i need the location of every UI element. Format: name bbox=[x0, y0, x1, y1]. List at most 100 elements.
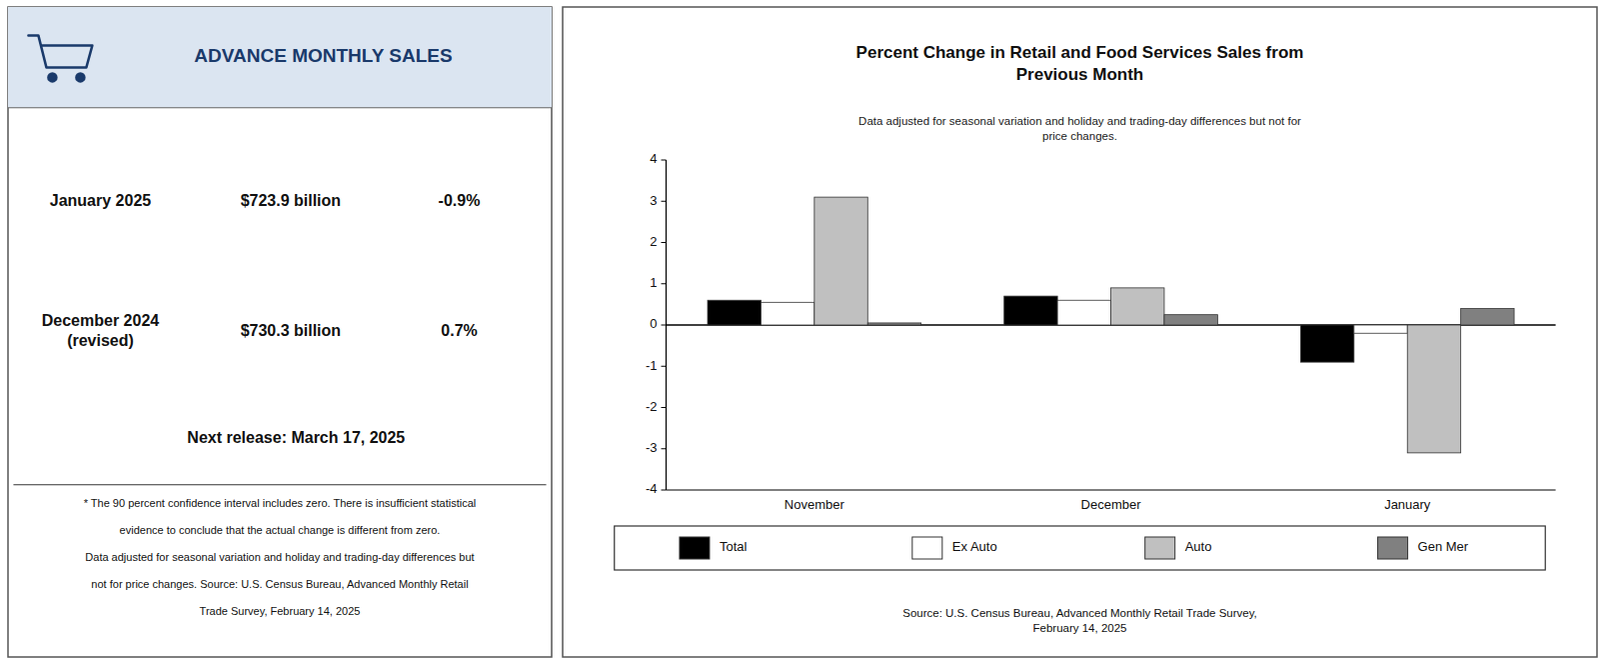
tick-mark bbox=[661, 241, 667, 243]
row-text: -0.9% bbox=[438, 191, 481, 209]
text-line: (revised) bbox=[66, 331, 134, 349]
legend-label: Ex Auto bbox=[952, 538, 998, 554]
tick-label: 4 bbox=[649, 150, 657, 166]
bar bbox=[1407, 324, 1461, 453]
category-label: November bbox=[784, 496, 846, 512]
row-text: December 2024 (revised) bbox=[41, 311, 160, 349]
tick-mark bbox=[661, 447, 667, 449]
text-line: Next release: March 17, 2025 bbox=[186, 428, 405, 446]
text-line: Ex Auto bbox=[952, 538, 998, 554]
bar bbox=[1057, 299, 1111, 325]
tick-label: 0 bbox=[649, 315, 657, 331]
tick-mark bbox=[661, 159, 667, 161]
tick-mark bbox=[661, 324, 667, 326]
bar bbox=[1004, 295, 1058, 325]
text-line: Source: U.S. Census Bureau, Advanced Mon… bbox=[902, 606, 1258, 619]
cart-wheel bbox=[47, 72, 56, 81]
tick-label: -2 bbox=[645, 398, 658, 414]
bar bbox=[867, 322, 921, 325]
text-line: 0 bbox=[649, 315, 657, 331]
bar bbox=[1461, 308, 1515, 326]
next-release: Next release: March 17, 2025 bbox=[186, 428, 405, 446]
row-text: January 2025 bbox=[49, 191, 152, 209]
tick-label: 3 bbox=[649, 192, 657, 208]
text-line: Percent Change in Retail and Food Servic… bbox=[856, 42, 1305, 62]
panel-border bbox=[562, 6, 1598, 657]
text-line: * The 90 percent confidence interval inc… bbox=[83, 496, 477, 509]
row-text: $723.9 billion bbox=[240, 191, 341, 209]
header-rule bbox=[7, 106, 552, 108]
text-line: 0.7% bbox=[440, 321, 477, 339]
row-text: $730.3 billion bbox=[240, 321, 341, 339]
tick-label: -3 bbox=[645, 439, 658, 455]
text-line: evidence to conclude that the actual cha… bbox=[119, 523, 441, 536]
footnote: Data adjusted for seasonal variation and… bbox=[84, 550, 474, 563]
text-line: Data adjusted for seasonal variation and… bbox=[858, 114, 1302, 127]
bar bbox=[760, 301, 814, 325]
footnote: not for price changes. Source: U.S. Cens… bbox=[90, 577, 468, 590]
text-line: December 2024 bbox=[41, 311, 160, 329]
tick-label: 1 bbox=[649, 274, 657, 290]
footnote: * The 90 percent confidence interval inc… bbox=[83, 496, 477, 509]
bars bbox=[707, 196, 1515, 453]
text-line: -3 bbox=[645, 439, 658, 455]
text-line: $730.3 billion bbox=[240, 321, 341, 339]
text-line: 1 bbox=[649, 274, 657, 290]
legend-swatch bbox=[679, 536, 710, 559]
cart-body bbox=[27, 34, 92, 67]
text-line: November bbox=[784, 496, 846, 512]
category-label: January bbox=[1384, 496, 1432, 512]
tick-mark bbox=[661, 200, 667, 202]
text-line: not for price changes. Source: U.S. Cens… bbox=[90, 577, 468, 590]
text-line: January bbox=[1384, 496, 1432, 512]
tick-mark bbox=[661, 282, 667, 284]
bar bbox=[707, 299, 761, 325]
legend-swatch bbox=[1378, 536, 1409, 559]
tick-mark bbox=[661, 365, 667, 367]
text-line: ADVANCE MONTHLY SALES bbox=[193, 44, 452, 66]
panel-header bbox=[7, 6, 552, 108]
tick-label: 2 bbox=[649, 233, 657, 249]
chart-subtitle: Data adjusted for seasonal variation and… bbox=[858, 114, 1302, 142]
separator bbox=[12, 483, 546, 485]
panel-border bbox=[7, 6, 552, 657]
text-line: Previous Month bbox=[1016, 64, 1145, 84]
text-line: -0.9% bbox=[438, 191, 481, 209]
footnote: evidence to conclude that the actual cha… bbox=[119, 523, 441, 536]
cart-wheel bbox=[75, 72, 84, 81]
text-line: -1 bbox=[645, 357, 658, 373]
legend-label: Auto bbox=[1185, 538, 1213, 554]
tick-label: -4 bbox=[645, 480, 658, 496]
row-text: 0.7% bbox=[440, 321, 477, 339]
text-line: 4 bbox=[649, 150, 657, 166]
text-line: Auto bbox=[1185, 538, 1213, 554]
bar bbox=[1111, 287, 1165, 325]
legend-box bbox=[614, 525, 1547, 570]
chart-panel: Percent Change in Retail and Food Servic… bbox=[562, 6, 1598, 657]
category-label: December bbox=[1081, 496, 1143, 512]
footnote: Trade Survey, February 14, 2025 bbox=[199, 604, 361, 617]
text-line: February 14, 2025 bbox=[1033, 621, 1128, 634]
text-line: 3 bbox=[649, 192, 657, 208]
cart-icon bbox=[27, 34, 92, 81]
figure: ADVANCE MONTHLY SALES January 2025 $723.9 … bbox=[0, 0, 1600, 664]
text-line: Data adjusted for seasonal variation and… bbox=[84, 550, 474, 563]
legend: Total Ex Auto Auto Gen Mer bbox=[614, 525, 1547, 570]
panel-heading: ADVANCE MONTHLY SALES bbox=[193, 44, 452, 66]
text-line: Total bbox=[719, 538, 748, 554]
legend-swatch bbox=[1145, 536, 1176, 559]
legend-label: Total bbox=[719, 538, 748, 554]
tick-label: -1 bbox=[645, 357, 658, 373]
text-line: price changes. bbox=[1042, 129, 1118, 142]
text-line: -4 bbox=[645, 480, 658, 496]
bar bbox=[814, 196, 868, 325]
source-note: Source: U.S. Census Bureau, Advanced Mon… bbox=[902, 606, 1258, 634]
tick-mark bbox=[661, 406, 667, 408]
text-line: Trade Survey, February 14, 2025 bbox=[199, 604, 361, 617]
legend-label: Gen Mer bbox=[1418, 538, 1470, 554]
text-line: 2 bbox=[649, 233, 657, 249]
text-line: -2 bbox=[645, 398, 658, 414]
chart-title: Percent Change in Retail and Food Servic… bbox=[856, 42, 1305, 84]
y-axis: -4 -3 -2 -1 0 1 2 3 4 bbox=[645, 150, 1557, 496]
bar bbox=[1354, 324, 1408, 333]
